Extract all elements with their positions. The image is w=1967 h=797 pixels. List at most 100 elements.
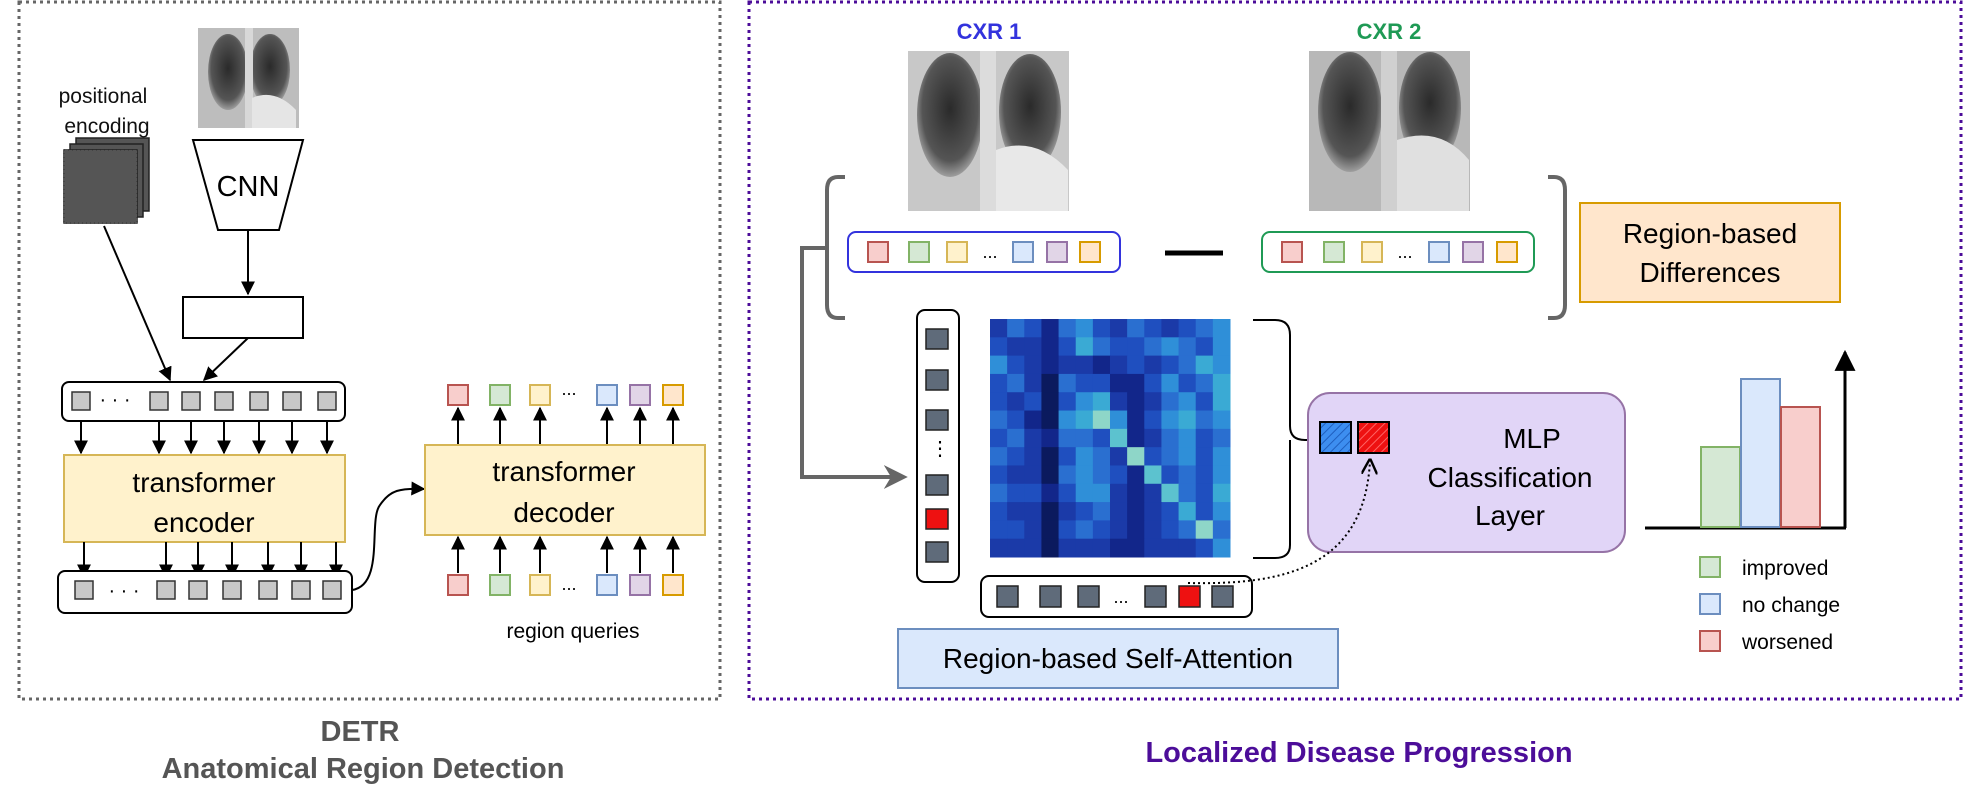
heatmap-cell [1195, 373, 1214, 393]
heatmap-bracket [1253, 319, 1318, 559]
heatmap-cell [990, 373, 1008, 393]
region-query-token [662, 574, 684, 596]
heatmap-cell [1075, 538, 1094, 558]
region-token [1361, 241, 1383, 263]
region-token [1496, 241, 1518, 263]
heatmap-cell [1110, 392, 1128, 412]
heatmap-cell [1041, 319, 1060, 338]
heatmap-cell [1041, 465, 1060, 485]
heatmap-cell [1195, 502, 1214, 521]
heatmap-cell [1058, 483, 1077, 503]
heatmap-cell [1007, 410, 1025, 430]
heatmap-cell [1092, 502, 1111, 521]
heatmap-cell [1007, 392, 1025, 412]
heatmap-cell [990, 319, 1008, 338]
encoder-input-arrows [74, 421, 334, 455]
heatmap-cell [1041, 447, 1060, 466]
heatmap-cell [1110, 502, 1128, 521]
query-token [925, 328, 949, 350]
heatmap-cell [1058, 410, 1077, 430]
heatmap-cell [1007, 319, 1025, 338]
encoder-output-token [188, 580, 208, 600]
encoder-output-token [74, 580, 94, 600]
heatmap-cell [1024, 319, 1042, 338]
encoder-input-token [181, 391, 201, 411]
heatmap-cell [990, 520, 1008, 540]
heatmap-cell [1127, 392, 1145, 412]
heatmap-cell [1024, 483, 1042, 503]
attention-key-ellipsis: ... [1113, 587, 1128, 607]
heatmap-cell [1178, 447, 1197, 466]
heatmap-cell [1058, 337, 1077, 357]
heatmap-cell [1127, 502, 1145, 521]
positional-encoding-label-2: encoding [64, 115, 149, 138]
heatmap-cell [1161, 428, 1180, 448]
heatmap-cell [1110, 337, 1128, 357]
key-token [1144, 585, 1167, 608]
region-token [1079, 241, 1101, 263]
positional-encoding-label: positional [59, 85, 148, 108]
region-self-attention-box [897, 628, 1339, 689]
heatmap-cell [1212, 373, 1231, 393]
heatmap-cell [1212, 392, 1231, 412]
heatmap-cell [1195, 319, 1214, 338]
heatmap-cell [1075, 392, 1094, 412]
heatmap-cell [1127, 355, 1145, 375]
region-query-token [529, 574, 551, 596]
encoder-input-tokens [71, 391, 337, 411]
heatmap-cell [1144, 538, 1162, 558]
heatmap-cell [1144, 337, 1162, 357]
heatmap-cell [1212, 319, 1231, 338]
heatmap-cell [1144, 447, 1162, 466]
heatmap-cell [1024, 520, 1042, 540]
encoder-output-token [258, 580, 278, 600]
heatmap-cell [1110, 355, 1128, 375]
heatmap-cell [990, 502, 1008, 521]
key-token [996, 585, 1019, 608]
attention-heatmap [990, 319, 1231, 558]
heatmap-cell [1178, 355, 1197, 375]
encoder-input-token [317, 391, 337, 411]
heatmap-cell [1092, 410, 1111, 430]
region-bracket-left [825, 175, 845, 320]
encoder-to-decoder-arrow [351, 481, 426, 591]
heatmap-cell [1007, 373, 1025, 393]
heatmap-cell [1195, 355, 1214, 375]
bar-improved [1700, 446, 1741, 528]
heatmap-cell [1007, 538, 1025, 558]
heatmap-cell [1212, 520, 1231, 540]
cxr2-label: CXR 2 [1357, 19, 1422, 44]
mlp-label-2: Classification [1428, 462, 1593, 493]
key-token [1178, 585, 1201, 608]
heatmap-cell [1041, 392, 1060, 412]
heatmap-cell [1161, 520, 1180, 540]
heatmap-cell [990, 447, 1008, 466]
heatmap-cell [1110, 428, 1128, 448]
decoder-output-token [629, 384, 651, 406]
attention-query-tokens [925, 328, 949, 563]
region-bracket-right [1548, 175, 1567, 320]
bar-no-change [1740, 378, 1781, 528]
decoder-output-token [447, 384, 469, 406]
cnn-block [191, 139, 305, 231]
heatmap-cell [1127, 538, 1145, 558]
heatmap-cell [1127, 373, 1145, 393]
concat-token-blue [1319, 421, 1352, 454]
heatmap-cell [1092, 337, 1111, 357]
cnn-label: CNN [217, 171, 280, 203]
encoder-output-token [291, 580, 311, 600]
heatmap-cell [1024, 502, 1042, 521]
region-token [946, 241, 968, 263]
feature-map-box [182, 296, 304, 339]
region-token [1012, 241, 1034, 263]
heatmap-cell [1007, 337, 1025, 357]
decoder-label-2: decoder [513, 497, 614, 528]
heatmap-cell [1075, 520, 1094, 540]
heatmap-cell [1127, 410, 1145, 430]
query-token [925, 474, 949, 496]
encoder-output-token [156, 580, 176, 600]
heatmap-cell [1195, 520, 1214, 540]
heatmap-cell [1212, 483, 1231, 503]
heatmap-cell [1092, 319, 1111, 338]
heatmap-cell [1024, 538, 1042, 558]
